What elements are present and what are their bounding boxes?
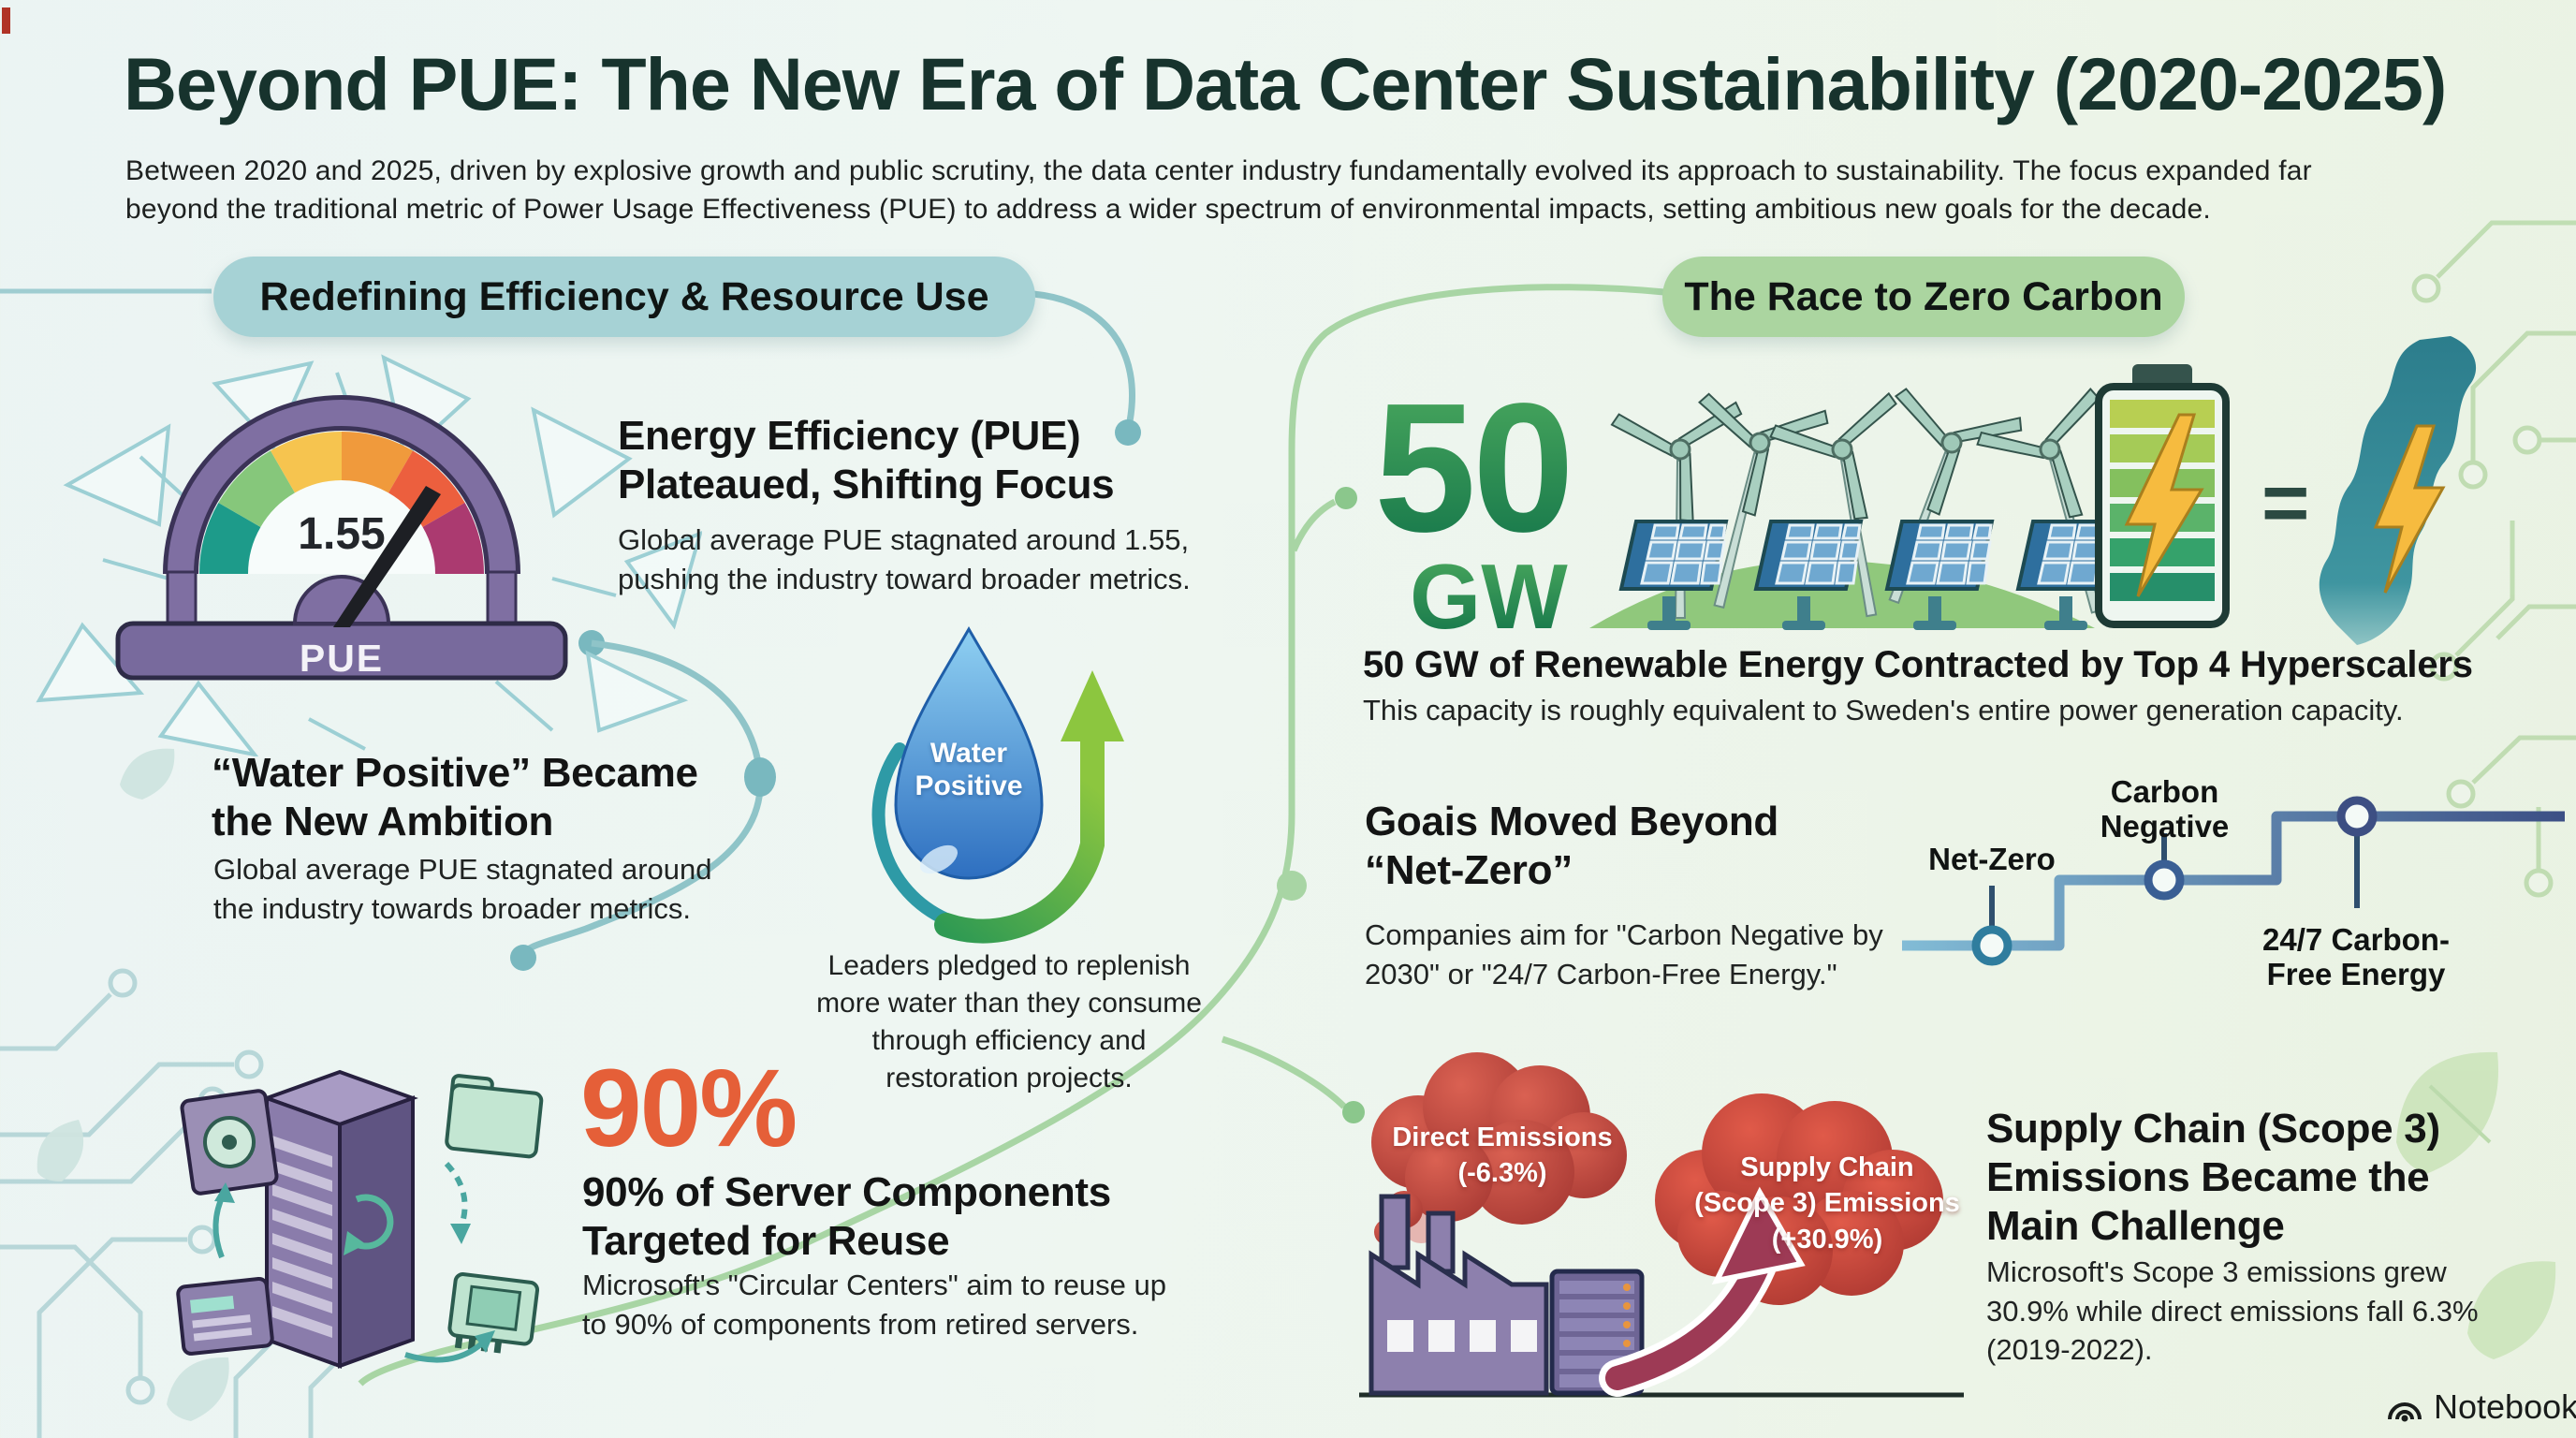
energy-body: Global average PUE stagnated around 1.55…: [618, 523, 1191, 595]
growth-arrow-icon: [934, 727, 1105, 944]
rising-arrow-icon: [1599, 1186, 1806, 1397]
recycle-arrow-icon: [344, 1194, 394, 1255]
scope3-heading: Supply Chain (Scope 3) Emissions Became …: [1986, 1106, 2440, 1249]
server-recycle-icon: [176, 1069, 544, 1369]
water-heading: “Water Positive” Became the New Ambition: [212, 750, 698, 844]
red-mark-decoration: [2, 7, 10, 34]
reuse-heading: 90% of Server Components Targeted for Re…: [582, 1169, 1111, 1264]
connector-teal-energy: [1032, 290, 1141, 446]
scope3-illustration: [1359, 1052, 1964, 1398]
leaf-decoration-right: [2396, 1051, 2556, 1359]
cloud-supply-label: Supply Chain (Scope 3) Emissions (+30.9%…: [1694, 1152, 1960, 1255]
water-drop-icon: [894, 626, 1044, 880]
gauge-color-band: [199, 432, 484, 575]
renewables-body: This capacity is roughly equivalent to S…: [1363, 694, 2404, 726]
connector-teal-scurve: [510, 630, 776, 971]
gauge-leg-left: [166, 570, 198, 632]
brand-name: NotebookLM: [2434, 1387, 2576, 1426]
water-caption: Leaders pledged to replenish more water …: [816, 950, 1202, 1093]
gauge-label: PUE: [299, 637, 385, 680]
gauge-needle: [333, 486, 441, 627]
drive-card-icon: [180, 1089, 279, 1196]
renewables-stat-unit: GW: [1410, 545, 1568, 648]
section-header-zero-carbon: The Race to Zero Carbon: [1662, 257, 2185, 337]
roadmap-label-carbon-negative: Carbon Negative: [2100, 774, 2230, 844]
page-title: Beyond PUE: The New Era of Data Center S…: [124, 42, 2447, 125]
gauge-arch: [168, 400, 516, 575]
gauge-leg-right: [486, 570, 518, 632]
brand-footer: NotebookLM: [2385, 1387, 2576, 1427]
pue-gauge-icon: [36, 354, 702, 756]
roadmap-label-cfe: 24/7 Carbon- Free Energy: [2262, 922, 2450, 991]
energy-heading: Energy Efficiency (PUE) Plateaued, Shift…: [618, 413, 1115, 507]
reuse-body: Microsoft's "Circular Centers" aim to re…: [582, 1269, 1167, 1341]
direct-emissions-cloud-icon: [1371, 1052, 1627, 1245]
factory-icon: [1368, 1194, 1549, 1396]
water-body: Global average PUE stagnated around the …: [213, 853, 712, 925]
server-rack-icon: [1549, 1269, 1645, 1396]
water-positive-icon: [871, 626, 1124, 944]
reuse-stat: 90%: [580, 1047, 798, 1170]
section-header-zero-carbon-label: The Race to Zero Carbon: [1684, 273, 2163, 319]
leaf-decoration-left: [37, 748, 229, 1421]
memory-card-icon: [176, 1276, 274, 1356]
goals-body: Companies aim for "Carbon Negative by 20…: [1365, 918, 1883, 990]
section-header-efficiency-label: Redefining Efficiency & Resource Use: [259, 273, 989, 319]
circuit-decoration-right: [2411, 220, 2576, 898]
server-slats: [272, 1136, 332, 1338]
roadmap-node-cfe: [2336, 796, 2378, 837]
page-subtitle: Between 2020 and 2025, driven by explosi…: [125, 155, 2312, 226]
scope3-body: Microsoft's Scope 3 emissions grew 30.9%…: [1986, 1255, 2479, 1367]
sweden-map-icon: [2319, 336, 2477, 645]
shattered-glass-decoration: [36, 354, 702, 756]
cloud-direct-label: Direct Emissions (-6.3%): [1392, 1123, 1613, 1189]
folder-icon: [445, 1074, 544, 1159]
drop-highlight: [920, 844, 958, 874]
gauge-value: 1.55: [298, 509, 386, 559]
renewables-heading: 50 GW of Renewable Energy Contracted by …: [1363, 644, 2473, 685]
battery-icon: [2095, 364, 2230, 628]
goals-heading: Goais Moved Beyond “Net-Zero”: [1365, 799, 1779, 893]
water-icon-label: Water Positive: [915, 738, 1023, 801]
chip-icon: [447, 1272, 540, 1354]
equals-sign: =: [2261, 456, 2310, 549]
renewables-stat-value: 50: [1374, 365, 1574, 570]
roadmap-label-net-zero: Net-Zero: [1928, 842, 2056, 876]
zero-carbon-roadmap-chart: [1902, 796, 2565, 966]
cycle-arrows: [212, 1161, 495, 1363]
lightning-icon: [2124, 413, 2204, 597]
lightning-icon: [2373, 424, 2446, 594]
roadmap-node-net-zero: [1971, 925, 2012, 966]
renewables-illustration: [1589, 336, 2477, 645]
notebooklm-logo-icon: [2388, 1402, 2422, 1422]
section-header-efficiency: Redefining Efficiency & Resource Use: [213, 257, 1035, 337]
growth-arrowhead-icon: [1061, 670, 1124, 741]
roadmap-node-carbon-negative: [2144, 859, 2185, 901]
teal-arc-decoration: [871, 742, 953, 926]
